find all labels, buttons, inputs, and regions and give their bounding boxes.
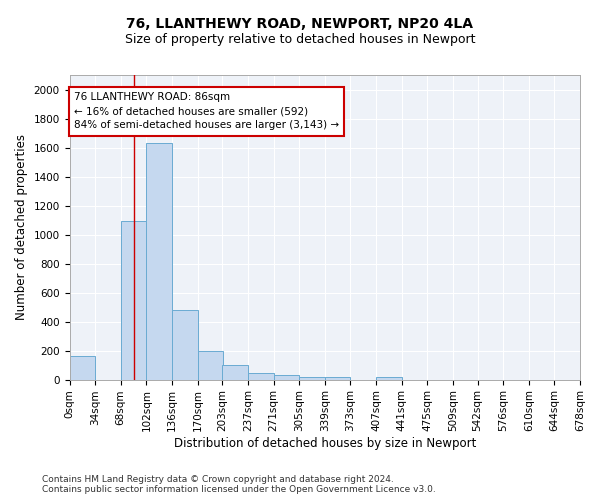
Bar bbox=[70, 356, 95, 380]
Bar bbox=[248, 373, 274, 380]
Bar bbox=[146, 143, 172, 380]
Text: Contains HM Land Registry data © Crown copyright and database right 2024.: Contains HM Land Registry data © Crown c… bbox=[42, 475, 394, 484]
Bar bbox=[223, 365, 248, 380]
Bar bbox=[274, 375, 299, 380]
Bar bbox=[376, 376, 401, 380]
Bar bbox=[197, 350, 223, 380]
Bar bbox=[172, 310, 197, 380]
Y-axis label: Number of detached properties: Number of detached properties bbox=[15, 134, 28, 320]
Bar bbox=[325, 376, 350, 380]
Bar bbox=[299, 376, 325, 380]
Text: Size of property relative to detached houses in Newport: Size of property relative to detached ho… bbox=[125, 32, 475, 46]
Text: 76, LLANTHEWY ROAD, NEWPORT, NP20 4LA: 76, LLANTHEWY ROAD, NEWPORT, NP20 4LA bbox=[127, 18, 473, 32]
Text: Contains public sector information licensed under the Open Government Licence v3: Contains public sector information licen… bbox=[42, 485, 436, 494]
Bar bbox=[121, 222, 146, 380]
Text: 76 LLANTHEWY ROAD: 86sqm
← 16% of detached houses are smaller (592)
84% of semi-: 76 LLANTHEWY ROAD: 86sqm ← 16% of detach… bbox=[74, 92, 339, 130]
X-axis label: Distribution of detached houses by size in Newport: Distribution of detached houses by size … bbox=[173, 437, 476, 450]
